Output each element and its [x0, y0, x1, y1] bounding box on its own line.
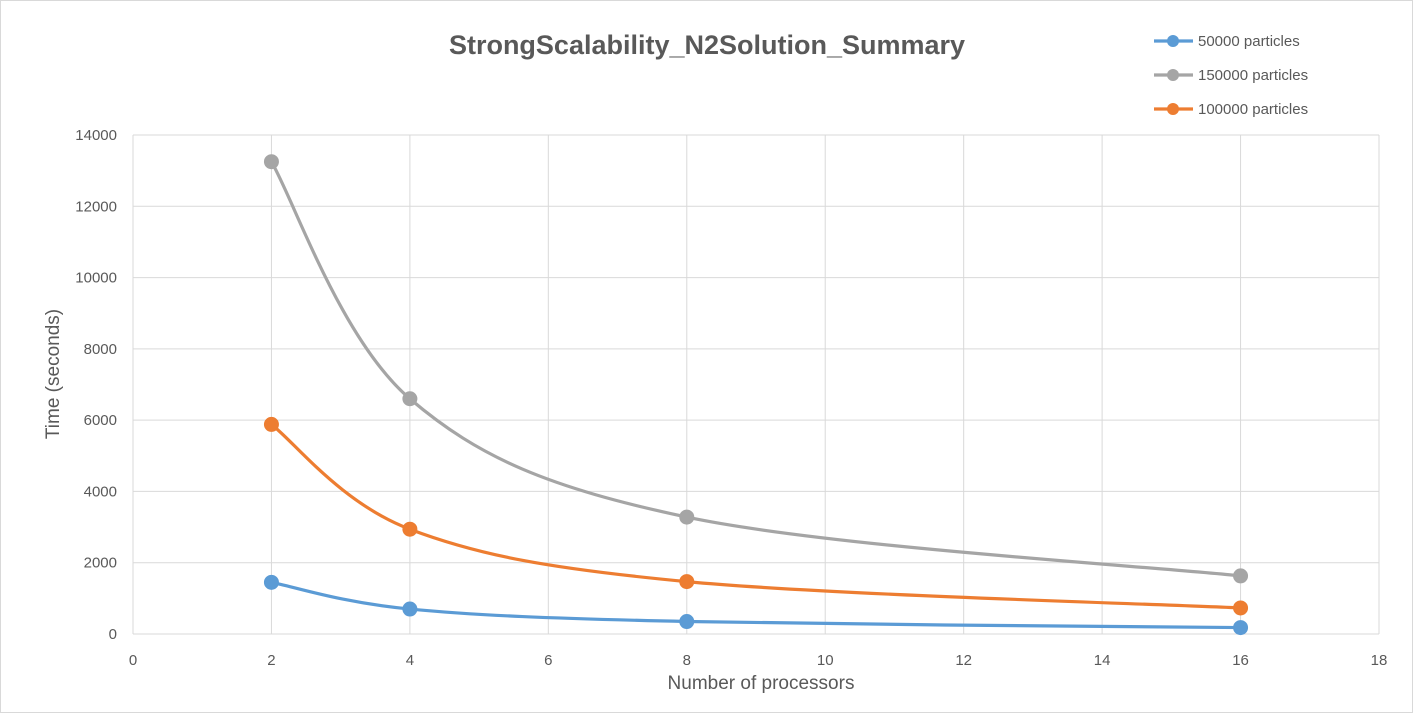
x-tick-label: 18 — [1371, 652, 1388, 669]
x-tick-label: 16 — [1232, 652, 1249, 669]
y-tick-label: 0 — [109, 626, 117, 643]
data-point — [263, 416, 279, 432]
legend-item: 150000 particles — [1154, 67, 1308, 84]
series-line — [269, 422, 1243, 610]
x-tick-label: 2 — [267, 652, 275, 669]
data-point — [402, 601, 418, 617]
series-150000-particles — [263, 154, 1249, 584]
legend-item: 100000 particles — [1154, 101, 1308, 118]
series-line — [269, 580, 1243, 630]
series-line — [269, 160, 1243, 578]
data-point — [1233, 568, 1249, 584]
data-point — [402, 521, 418, 537]
data-point — [263, 574, 279, 590]
legend-marker — [1167, 69, 1179, 81]
x-tick-label: 4 — [406, 652, 414, 669]
y-tick-label: 4000 — [84, 483, 117, 500]
legend-item: 50000 particles — [1154, 33, 1300, 50]
y-tick-label: 8000 — [84, 341, 117, 358]
x-axis-title: Number of processors — [668, 673, 855, 694]
chart-title: StrongScalability_N2Solution_Summary — [449, 30, 965, 60]
y-tick-label: 2000 — [84, 555, 117, 572]
series-50000-particles — [263, 574, 1249, 636]
x-tick-label: 0 — [129, 652, 137, 669]
series-100000-particles — [263, 416, 1249, 616]
x-tick-label: 6 — [544, 652, 552, 669]
data-point — [679, 574, 695, 590]
axis-ticks: 0 2000 4000 6000 8000 10000 12000 14000 0 2 4 6 8 10 1… — [75, 127, 1387, 669]
legend: 50000 particles 150000 particles 100000 pa… — [1154, 33, 1308, 118]
legend-label: 150000 particles — [1198, 67, 1308, 84]
x-tick-label: 14 — [1094, 652, 1111, 669]
legend-marker — [1167, 103, 1179, 115]
legend-label: 100000 particles — [1198, 101, 1308, 118]
data-point — [402, 391, 418, 407]
data-point — [1233, 600, 1249, 616]
x-tick-label: 8 — [683, 652, 691, 669]
x-tick-label: 10 — [817, 652, 834, 669]
legend-label: 50000 particles — [1198, 33, 1300, 50]
y-tick-label: 10000 — [75, 270, 117, 287]
plot-series — [263, 154, 1249, 636]
data-point — [263, 154, 279, 170]
y-tick-label: 12000 — [75, 198, 117, 215]
grid — [132, 134, 1380, 635]
y-tick-label: 14000 — [75, 127, 117, 144]
data-point — [1233, 620, 1249, 636]
legend-marker — [1167, 35, 1179, 47]
data-point — [679, 509, 695, 525]
x-tick-label: 12 — [955, 652, 972, 669]
y-tick-label: 6000 — [84, 412, 117, 429]
y-axis-title: Time (seconds) — [43, 309, 64, 439]
data-point — [679, 614, 695, 630]
